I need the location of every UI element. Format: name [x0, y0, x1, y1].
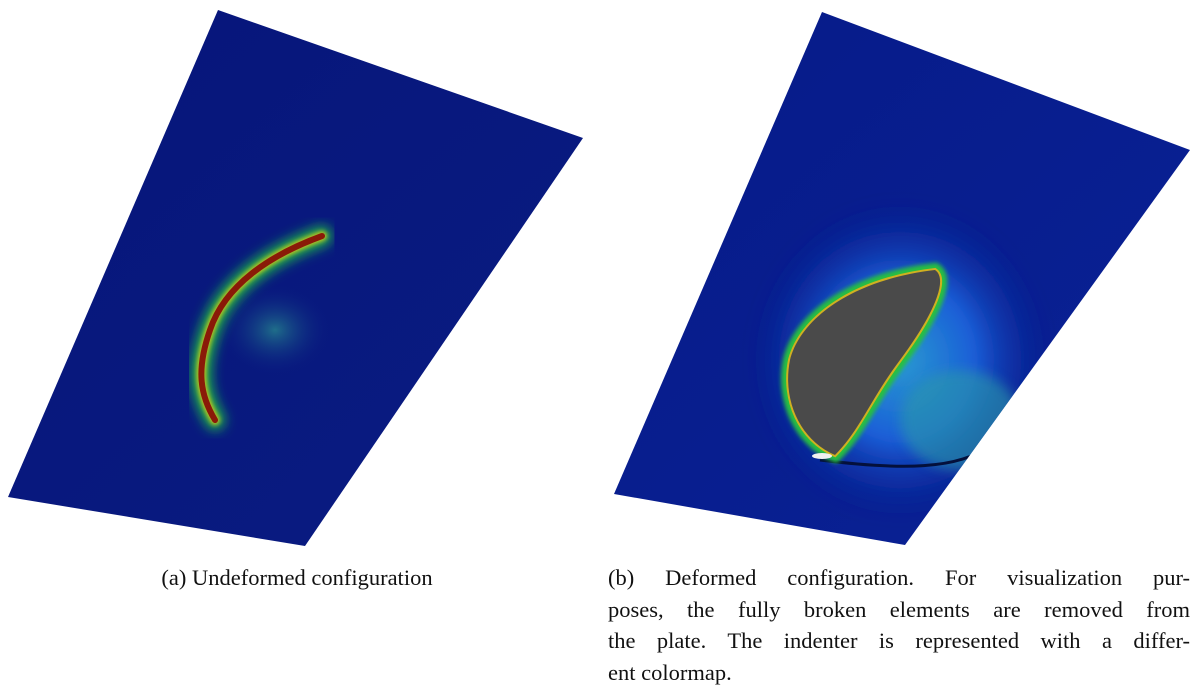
figure-images [0, 0, 1200, 560]
caption-b: (b) Deformed configuration. For visualiz… [608, 562, 1190, 688]
page: (a) Undeformed configuration (b) Deforme… [0, 0, 1200, 681]
caption-line: ent colormap. [608, 657, 1190, 688]
plate-undeformed [8, 10, 583, 546]
caption-line: (a) Undeformed configuration [0, 562, 594, 594]
plate-deformed [614, 12, 1190, 545]
caption-line: poses, the fully broken elements are rem… [608, 594, 1190, 626]
caption-line: (b) Deformed configuration. For visualiz… [608, 562, 1190, 594]
caption-line: the plate. The indenter is represented w… [608, 625, 1190, 657]
caption-a: (a) Undeformed configuration [0, 562, 594, 594]
